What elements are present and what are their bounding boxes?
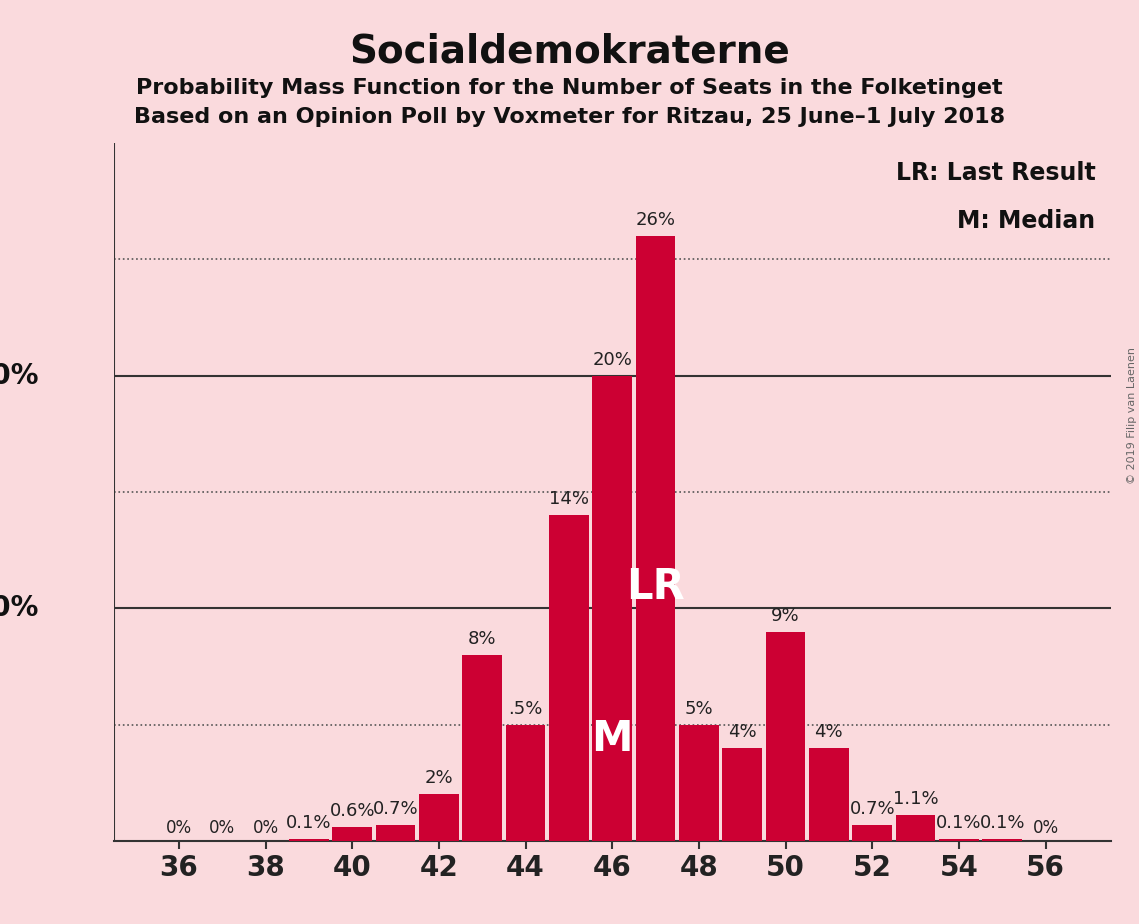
Text: 8%: 8% [468, 630, 497, 648]
Text: 20%: 20% [0, 362, 39, 390]
Text: 0%: 0% [253, 820, 279, 837]
Bar [289, 838, 329, 841]
Text: M: Median: M: Median [958, 210, 1096, 234]
Bar [765, 632, 805, 841]
Bar [549, 516, 589, 841]
Bar [419, 795, 459, 841]
Text: 0%: 0% [166, 820, 192, 837]
Bar [982, 838, 1022, 841]
Text: 0%: 0% [1032, 820, 1058, 837]
Bar [895, 815, 935, 841]
Text: 0.6%: 0.6% [329, 802, 375, 820]
Text: .5%: .5% [508, 699, 543, 718]
Text: 26%: 26% [636, 212, 675, 229]
Bar [722, 748, 762, 841]
Bar [679, 724, 719, 841]
Text: 0.7%: 0.7% [850, 799, 895, 818]
Bar [852, 824, 892, 841]
Bar [636, 237, 675, 841]
Bar [592, 376, 632, 841]
Text: © 2019 Filip van Laenen: © 2019 Filip van Laenen [1126, 347, 1137, 484]
Text: 5%: 5% [685, 699, 713, 718]
Text: 0%: 0% [210, 820, 236, 837]
Text: 4%: 4% [728, 723, 756, 741]
Bar [376, 824, 416, 841]
Text: Based on an Opinion Poll by Voxmeter for Ritzau, 25 June–1 July 2018: Based on an Opinion Poll by Voxmeter for… [134, 107, 1005, 128]
Text: Socialdemokraterne: Socialdemokraterne [350, 32, 789, 70]
Text: 4%: 4% [814, 723, 843, 741]
Text: 0.1%: 0.1% [980, 813, 1025, 832]
Text: 0.7%: 0.7% [372, 799, 418, 818]
Text: 0.1%: 0.1% [286, 813, 331, 832]
Bar [333, 827, 372, 841]
Text: 14%: 14% [549, 491, 589, 508]
Text: LR: LR [626, 565, 685, 608]
Text: 1.1%: 1.1% [893, 790, 939, 808]
Text: 10%: 10% [0, 594, 39, 622]
Bar [809, 748, 849, 841]
Text: 20%: 20% [592, 351, 632, 369]
Text: LR: Last Result: LR: Last Result [896, 161, 1096, 185]
Text: 0.1%: 0.1% [936, 813, 982, 832]
Text: M: M [591, 718, 633, 760]
Text: 9%: 9% [771, 606, 800, 625]
Bar [462, 655, 502, 841]
Bar [939, 838, 978, 841]
Text: 2%: 2% [425, 770, 453, 787]
Text: Probability Mass Function for the Number of Seats in the Folketinget: Probability Mass Function for the Number… [137, 78, 1002, 98]
Bar [506, 724, 546, 841]
